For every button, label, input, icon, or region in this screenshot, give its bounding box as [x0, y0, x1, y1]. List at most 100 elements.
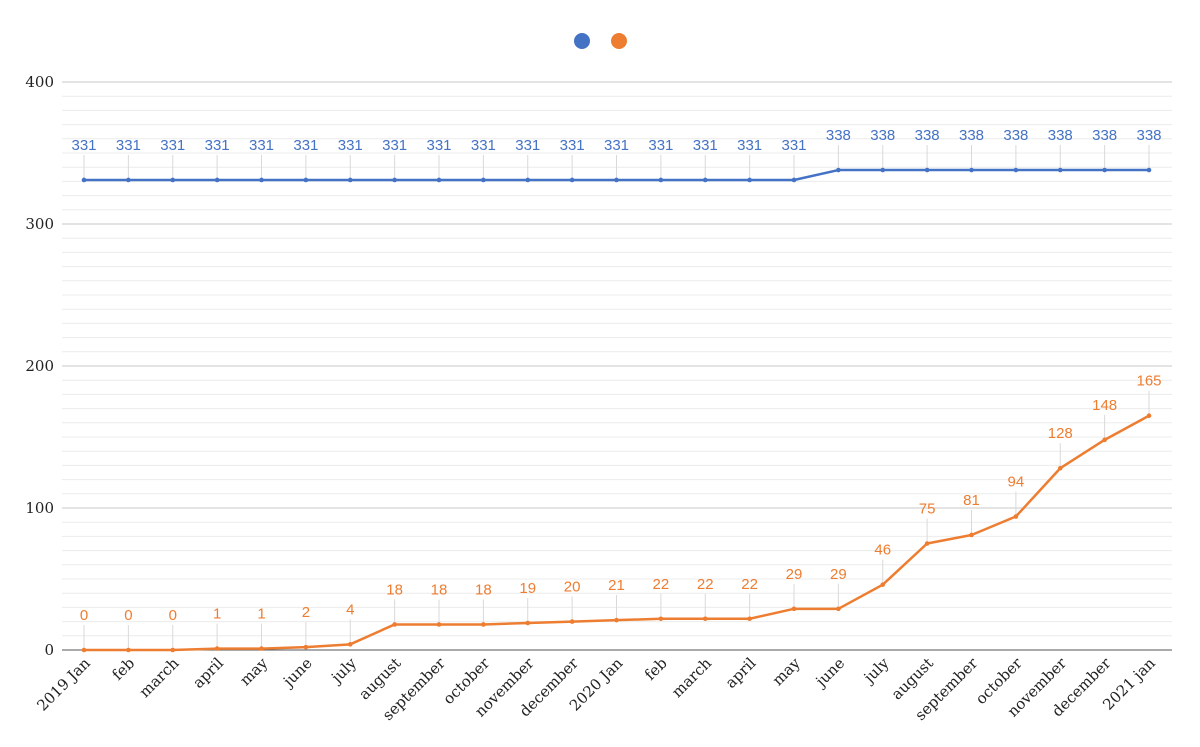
data-label: 46: [874, 542, 891, 559]
data-point: [392, 177, 397, 183]
series-2: 0 0 0 1 1 2 4 18 18 18 19 20 21 22 22 22 29 29 46 75 81 94 128…: [80, 373, 1162, 653]
data-label: 331: [382, 137, 407, 154]
series-1: 331 331 331 331 331 331 331 331 331 331 331 331 331 3…: [71, 127, 1162, 183]
data-point: [880, 167, 886, 173]
x-tick-label: 2019 Jan: [33, 654, 94, 715]
data-label: 338: [1003, 127, 1028, 144]
data-label: 29: [830, 566, 847, 583]
legend-marker: [611, 33, 627, 49]
data-label: 331: [693, 137, 718, 154]
data-point: [170, 177, 176, 183]
data-label: 29: [786, 566, 803, 583]
data-point: [81, 177, 87, 183]
data-label: 4: [346, 601, 354, 618]
data-point: [170, 647, 176, 653]
data-point: [747, 177, 752, 183]
data-label: 22: [741, 576, 758, 593]
data-label: 331: [737, 137, 762, 154]
data-point: [1013, 514, 1019, 519]
y-tick-label: 100: [25, 499, 54, 517]
data-point: [481, 177, 486, 183]
data-point: [924, 167, 930, 173]
data-label: 338: [1136, 127, 1161, 144]
data-label: 18: [475, 581, 492, 598]
data-label: 1: [257, 606, 265, 623]
data-label: 338: [1048, 127, 1073, 144]
data-point: [1146, 413, 1152, 419]
data-label: 21: [608, 577, 625, 594]
data-point: [214, 177, 220, 183]
data-label: 18: [431, 581, 448, 598]
data-point: [658, 616, 664, 622]
data-label: 81: [963, 492, 980, 509]
data-label: 165: [1136, 373, 1161, 390]
data-label: 18: [386, 581, 403, 598]
data-point: [481, 622, 486, 627]
legend-marker: [574, 33, 590, 49]
data-label: 331: [116, 137, 141, 154]
x-tick-label: april: [722, 654, 760, 692]
y-tick-label: 400: [25, 73, 54, 91]
x-tick-label: june: [811, 654, 848, 691]
data-label: 331: [71, 137, 96, 154]
data-point: [614, 617, 619, 623]
data-point: [1102, 437, 1107, 443]
data-point: [969, 532, 974, 538]
data-point: [126, 177, 131, 183]
data-point: [259, 646, 264, 651]
data-point: [1057, 167, 1063, 173]
data-point: [702, 616, 708, 622]
data-point: [702, 177, 708, 183]
x-tick-label: june: [278, 654, 315, 691]
x-tick-label: may: [236, 654, 271, 689]
data-point: [836, 606, 841, 612]
data-label: 331: [249, 137, 274, 154]
data-label: 331: [338, 137, 363, 154]
series-group: 331 331 331 331 331 331 331 331 331 331 331 331 331 3…: [71, 127, 1162, 653]
data-label: 331: [648, 137, 673, 154]
data-point: [81, 647, 87, 653]
data-point: [569, 177, 575, 183]
data-label: 2: [302, 604, 310, 621]
data-label: 0: [169, 607, 177, 624]
data-label: 1: [213, 606, 221, 623]
data-label: 148: [1092, 397, 1117, 414]
x-tick-label: feb: [641, 654, 671, 684]
data-point: [1057, 465, 1063, 471]
data-label: 331: [781, 137, 806, 154]
data-point: [347, 177, 353, 183]
data-point: [392, 622, 397, 627]
x-tick-label: april: [189, 654, 227, 692]
data-point: [1146, 167, 1152, 173]
data-label: 75: [919, 501, 936, 518]
data-label: 22: [697, 576, 714, 593]
x-tick-label: feb: [108, 654, 138, 684]
data-point: [791, 606, 797, 612]
data-point: [658, 177, 664, 183]
data-label: 331: [515, 137, 540, 154]
data-point: [836, 167, 841, 173]
data-point: [525, 177, 531, 183]
data-point: [214, 646, 220, 651]
grid: [62, 81, 1172, 651]
data-point: [1102, 167, 1107, 173]
x-tick-label: march: [136, 654, 183, 701]
data-label: 338: [870, 127, 895, 144]
data-point: [303, 177, 309, 183]
data-point: [924, 541, 930, 546]
legend: [574, 33, 627, 49]
data-point: [259, 177, 264, 183]
data-label: 331: [471, 137, 496, 154]
data-point: [614, 177, 619, 183]
data-label: 331: [560, 137, 585, 154]
data-point: [436, 177, 442, 183]
data-label: 128: [1048, 425, 1073, 442]
x-tick-label: july: [326, 654, 360, 688]
data-label: 338: [959, 127, 984, 144]
data-label: 331: [293, 137, 318, 154]
data-point: [880, 582, 886, 587]
data-label: 20: [564, 579, 581, 596]
data-point: [347, 642, 353, 647]
data-label: 19: [519, 580, 536, 597]
